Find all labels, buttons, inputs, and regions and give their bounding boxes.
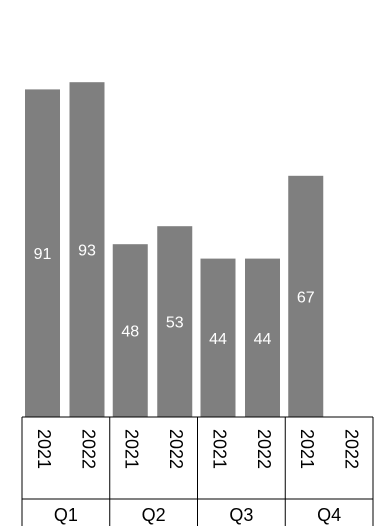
- value-label-q4-2021: 67: [297, 289, 315, 306]
- value-label-q3-2021: 44: [209, 331, 227, 348]
- bar-q4-2021: [288, 175, 324, 417]
- value-label-q1-2021: 91: [34, 246, 52, 263]
- bar-q1-2022: [69, 82, 105, 417]
- value-labels-layer: 91 93 48 53 44 44 67: [34, 243, 315, 348]
- tick-label-q4-2022: 2022: [342, 429, 362, 469]
- group-label-q2: Q2: [142, 505, 166, 525]
- tick-label-q3-2022: 2022: [254, 429, 274, 469]
- value-label-q3-2022: 44: [254, 331, 272, 348]
- group-label-q4: Q4: [317, 505, 341, 525]
- bar-q3-2021: [200, 258, 236, 417]
- bar-q2-2021: [112, 244, 148, 417]
- category-axis: 2021 2022 Q1 2021 2022 Q2 2021 2022 Q3 2021 2022 Q4: [21, 416, 374, 526]
- bar-q1-2021: [25, 89, 60, 418]
- value-label-q2-2022: 53: [166, 315, 184, 332]
- tick-label-q1-2021: 2021: [34, 429, 54, 469]
- group-label-q3: Q3: [229, 505, 253, 525]
- bar-q2-2022: [157, 226, 193, 417]
- tick-label-q2-2021: 2021: [122, 429, 142, 469]
- tick-label-q2-2022: 2022: [166, 429, 186, 469]
- group-label-q1: Q1: [54, 505, 78, 525]
- tick-label-q3-2021: 2021: [209, 429, 229, 469]
- tick-label-q4-2021: 2021: [297, 429, 317, 469]
- value-label-q1-2022: 93: [78, 243, 96, 260]
- bars-layer: [25, 82, 324, 418]
- bar-q3-2022: [245, 258, 280, 417]
- tick-label-q1-2022: 2022: [78, 429, 98, 469]
- value-label-q2-2021: 48: [121, 324, 139, 341]
